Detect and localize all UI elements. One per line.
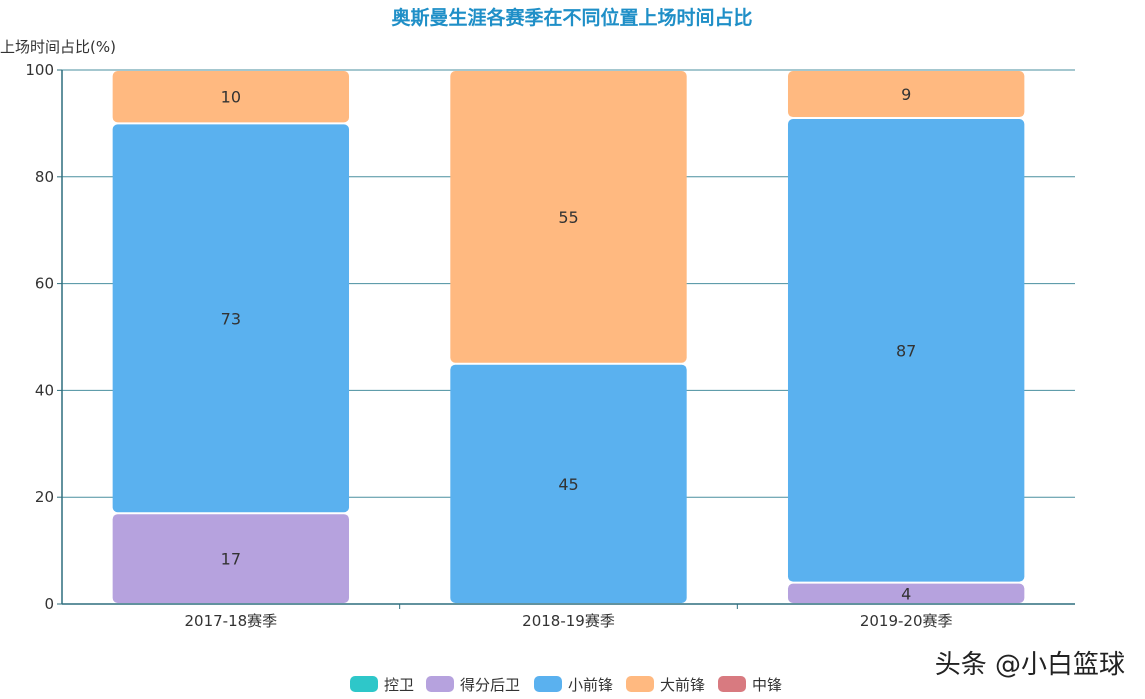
- data-label: 55: [558, 208, 578, 227]
- legend-item[interactable]: 中锋: [718, 676, 782, 694]
- y-tick-label: 100: [25, 61, 54, 79]
- legend-swatch: [534, 676, 562, 692]
- y-tick-label: 60: [35, 275, 54, 293]
- axes: 0 20 40 60 80 100 2017-18赛季 2018-19赛季 2019-20赛季: [25, 61, 1075, 630]
- y-tick-label: 0: [44, 595, 54, 613]
- y-axis-label: 上场时间占比(%): [0, 38, 116, 56]
- legend-label: 大前锋: [660, 676, 705, 694]
- x-tick-label: 2018-19赛季: [522, 612, 615, 630]
- bar-segment[interactable]: [112, 71, 350, 123]
- legend-item[interactable]: 大前锋: [626, 676, 705, 694]
- data-label: 10: [221, 88, 241, 107]
- legend[interactable]: 控卫 得分后卫 小前锋 大前锋 中锋: [350, 676, 782, 694]
- legend-swatch: [350, 676, 378, 692]
- data-label: 87: [896, 341, 916, 360]
- data-label: 4: [901, 584, 911, 603]
- x-tick-label: 2017-18赛季: [184, 612, 277, 630]
- legend-item[interactable]: 小前锋: [534, 676, 613, 694]
- chart-title: 奥斯曼生涯各赛季在不同位置上场时间占比: [391, 6, 752, 29]
- y-tick-label: 80: [35, 168, 54, 186]
- watermark-text: 头条 @小白篮球: [934, 650, 1125, 680]
- data-label: 45: [558, 475, 578, 494]
- bar-segment[interactable]: [787, 71, 1025, 118]
- legend-swatch: [426, 676, 454, 692]
- bar-segment[interactable]: [787, 119, 1025, 582]
- x-tick-label: 2019-20赛季: [860, 612, 953, 630]
- legend-label: 小前锋: [568, 676, 613, 694]
- legend-item[interactable]: 控卫: [350, 676, 414, 694]
- legend-swatch: [718, 676, 746, 692]
- y-tick-label: 40: [35, 381, 54, 399]
- legend-label: 控卫: [384, 676, 414, 694]
- bar-segment[interactable]: [450, 364, 687, 603]
- legend-label: 中锋: [752, 676, 782, 694]
- y-tick-label: 20: [35, 488, 54, 506]
- data-label: 17: [221, 550, 241, 569]
- data-label: 9: [901, 85, 911, 104]
- legend-swatch: [626, 676, 654, 692]
- legend-item[interactable]: 得分后卫: [426, 676, 520, 694]
- bar-segment[interactable]: [787, 583, 1025, 603]
- data-label: 73: [221, 309, 241, 328]
- bars: 17 73 10 45 55 4 87 9: [112, 71, 1025, 603]
- bar-segment[interactable]: [112, 514, 350, 603]
- legend-label: 得分后卫: [460, 676, 520, 694]
- bar-segment[interactable]: [450, 71, 687, 363]
- bar-segment[interactable]: [112, 124, 350, 513]
